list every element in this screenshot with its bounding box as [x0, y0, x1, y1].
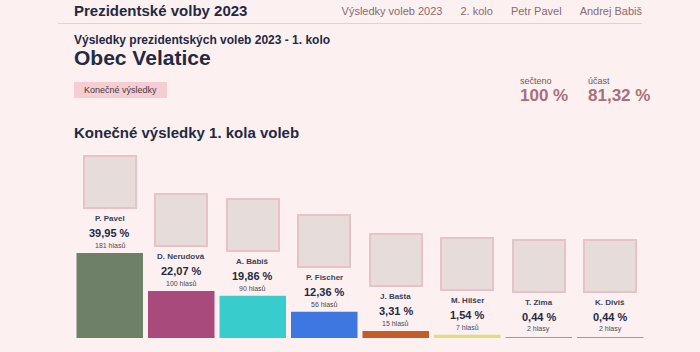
- html-text:Prezidentské volby 2023: Prezidentské volby 2023: [74, 2, 248, 19]
- html-text:Výsledky voleb 2023: Výsledky voleb 2023: [341, 5, 443, 17]
- svg-text:12,36 %: 12,36 %: [304, 286, 345, 298]
- svg-text:D. Nerudová: D. Nerudová: [157, 252, 205, 261]
- html-text:Výsledky prezidentských voleb: Výsledky prezidentských voleb 2023 - 1. …: [74, 33, 331, 47]
- svg-text:0,44 %: 0,44 %: [593, 311, 627, 323]
- svg-text:3,31 %: 3,31 %: [379, 305, 413, 317]
- svg-text:181 hlasů: 181 hlasů: [95, 242, 125, 249]
- svg-text:P. Fischer: P. Fischer: [306, 273, 343, 282]
- svg-text:2 hlasy: 2 hlasy: [527, 325, 550, 333]
- svg-text:2 hlasy: 2 hlasy: [599, 325, 622, 333]
- html-text:Petr Pavel: Petr Pavel: [510, 5, 562, 17]
- svg-text:1,54 %: 1,54 %: [450, 309, 484, 321]
- svg-text:90 hlasů: 90 hlasů: [239, 285, 266, 292]
- html-text:100 %: 100 %: [520, 86, 569, 105]
- html-text:Obec Velatice: Obec Velatice: [74, 46, 211, 69]
- svg-text:T. Zima: T. Zima: [525, 298, 553, 307]
- svg-text:19,86 %: 19,86 %: [232, 270, 273, 282]
- svg-text:100 hlasů: 100 hlasů: [166, 280, 196, 287]
- svg-text:56 hlasů: 56 hlasů: [311, 301, 338, 308]
- svg-text:M. Hilšer: M. Hilšer: [451, 296, 484, 305]
- html-text:Konečné výsledky 1. kola voleb: Konečné výsledky 1. kola voleb: [74, 124, 300, 141]
- svg-text:0,44 %: 0,44 %: [522, 311, 556, 323]
- html-text:2. kolo: 2. kolo: [460, 5, 493, 17]
- html-text:81,32 %: 81,32 %: [588, 86, 651, 105]
- svg-text:15 hlasů: 15 hlasů: [382, 320, 409, 327]
- svg-text:P. Pavel: P. Pavel: [95, 214, 125, 223]
- html-text:sečteno: sečteno: [520, 76, 552, 86]
- html-text:účast: účast: [588, 76, 610, 86]
- html-text:Andrej Babiš: Andrej Babiš: [579, 5, 642, 17]
- svg-text:A. Babiš: A. Babiš: [236, 257, 269, 266]
- svg-text:J. Bašta: J. Bašta: [380, 292, 411, 301]
- svg-text:7 hlasů: 7 hlasů: [456, 324, 479, 331]
- html-text:Konečné výsledky: Konečné výsledky: [84, 85, 157, 95]
- svg-text:K. Diviš: K. Diviš: [595, 298, 625, 307]
- svg-text:22,07 %: 22,07 %: [161, 265, 202, 277]
- svg-text:39,95 %: 39,95 %: [89, 227, 130, 239]
